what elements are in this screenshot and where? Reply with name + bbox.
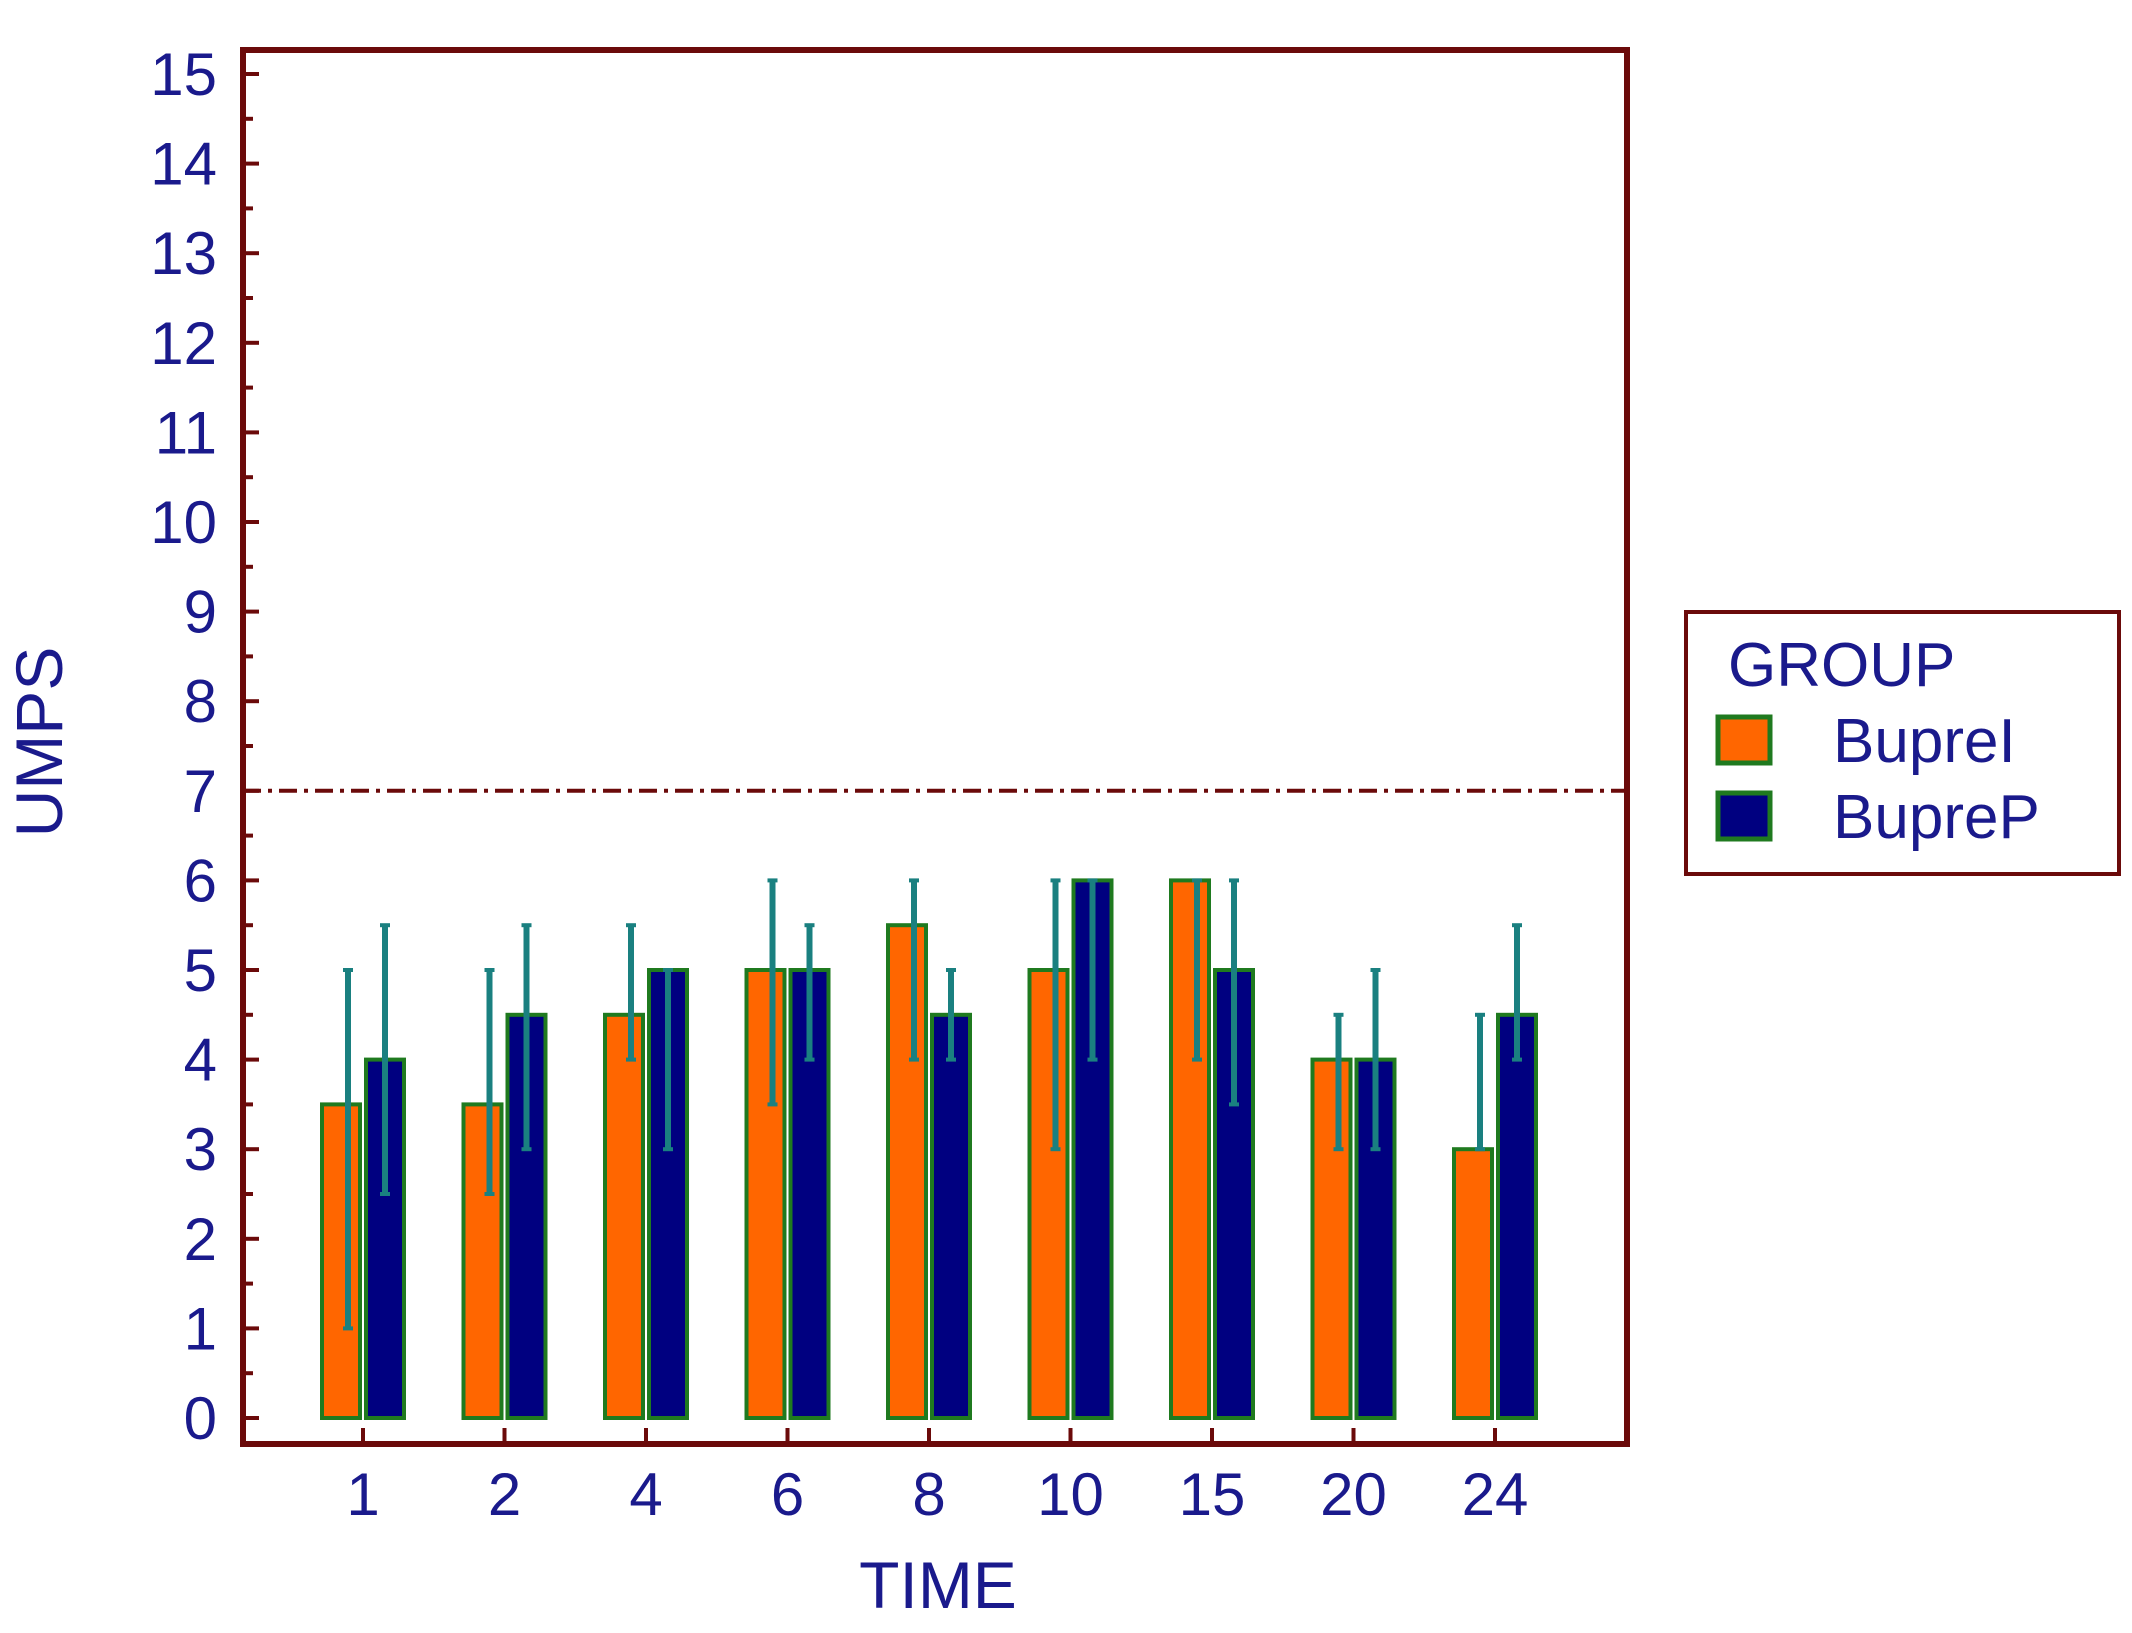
legend-title: GROUP [1728, 631, 1955, 700]
legend: GROUP BupreI BupreP [1684, 610, 2121, 876]
x-tick-label: 4 [629, 1461, 662, 1528]
x-tick-label: 1 [346, 1461, 379, 1528]
y-tick-label: 14 [150, 131, 217, 198]
y-tick-label: 4 [184, 1027, 217, 1094]
bar-BupreI-15 [1169, 878, 1211, 1420]
bar-BupreI-4 [603, 1012, 645, 1420]
x-axis-title: TIME [859, 1548, 1017, 1622]
bar-BupreI-2 [461, 1102, 504, 1421]
y-tick-label: 7 [184, 758, 217, 825]
y-tick-label: 11 [155, 399, 217, 466]
y-tick-label: 1 [184, 1295, 217, 1362]
x-tick-label: 20 [1320, 1461, 1387, 1528]
bar-BupreP-8 [930, 1012, 972, 1420]
y-tick-label: 15 [150, 41, 217, 108]
bar-BupreP-24 [1496, 1012, 1538, 1420]
x-tick-label: 8 [912, 1461, 945, 1528]
legend-swatch-0 [1715, 714, 1773, 766]
bar-BupreI-24 [1452, 1147, 1494, 1420]
legend-label-0: BupreI [1833, 707, 2016, 776]
y-tick-label: 12 [150, 310, 217, 377]
legend-swatch-1 [1715, 790, 1773, 842]
y-tick-label: 13 [150, 220, 217, 287]
y-tick-label: 10 [150, 489, 217, 556]
y-tick-label: 0 [184, 1385, 217, 1452]
y-tick-label: 8 [184, 668, 217, 735]
y-tick-label: 3 [184, 1116, 217, 1183]
bar-BupreI-20 [1310, 1057, 1353, 1420]
bar-BupreI-1 [320, 1102, 362, 1421]
x-tick-label: 6 [771, 1461, 804, 1528]
y-tick-label: 6 [184, 847, 217, 914]
y-tick-label: 9 [184, 579, 217, 646]
x-tick-label: 15 [1179, 1461, 1246, 1528]
x-tick-label: 10 [1037, 1461, 1104, 1528]
bar-BupreI-8 [886, 923, 928, 1420]
x-tick-label: 24 [1462, 1461, 1529, 1528]
y-tick-label: 5 [184, 937, 217, 1004]
y-tick-label: 2 [184, 1206, 217, 1273]
x-tick-label: 2 [488, 1461, 521, 1528]
y-axis-title: UMPS [2, 647, 76, 838]
bar-BupreI-10 [1027, 968, 1070, 1420]
bar-BupreI-6 [744, 968, 787, 1420]
legend-label-1: BupreP [1833, 783, 2040, 852]
